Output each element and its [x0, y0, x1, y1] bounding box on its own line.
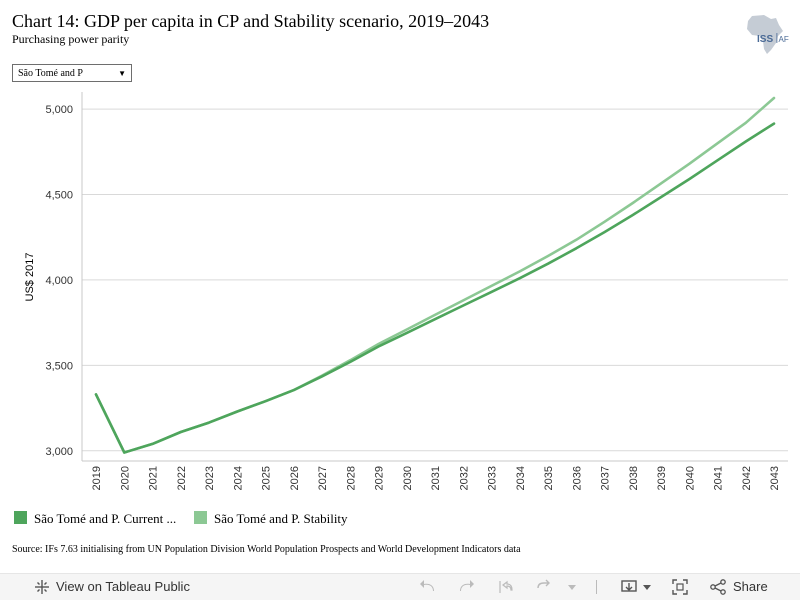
- legend-swatch-stability: [194, 511, 207, 524]
- legend-label-stability: São Tomé and P. Stability: [214, 511, 348, 526]
- iss-africa-logo: ISS AF: [747, 15, 789, 54]
- x-tick-label: 2029: [374, 466, 386, 490]
- chart-subtitle: Purchasing power parity: [12, 32, 130, 46]
- x-tick-label: 2020: [119, 466, 131, 490]
- x-tick-label: 2034: [515, 466, 527, 490]
- y-axis-label: US$ 2017: [24, 252, 36, 302]
- refresh-icon[interactable]: [536, 579, 552, 595]
- fullscreen-icon[interactable]: [672, 579, 688, 595]
- source-note: Source: IFs 7.63 initialising from UN Po…: [12, 544, 521, 555]
- x-tick-label: 2027: [317, 466, 329, 490]
- y-tick-label: 5,000: [45, 104, 73, 116]
- chevron-down-icon[interactable]: [639, 579, 655, 595]
- x-tick-label: 2039: [656, 466, 668, 490]
- undo-icon[interactable]: [420, 579, 436, 595]
- x-tick-labels: 2019 2020 2021 2022 2023 2024 2025 2026 2027 2028…: [91, 466, 781, 490]
- x-tick-label: 2033: [487, 466, 499, 490]
- logo-text: ISS: [757, 34, 773, 45]
- chart-title: Chart 14: GDP per capita in CP and Stabi…: [12, 11, 490, 31]
- x-tick-label: 2024: [232, 466, 244, 490]
- x-tick-label: 2042: [741, 466, 753, 490]
- y-tick-label: 4,500: [45, 190, 73, 202]
- series-line-current-path[interactable]: [94, 122, 776, 454]
- chevron-down-icon: ▼: [118, 69, 126, 78]
- x-tick-label: 2023: [204, 466, 216, 490]
- download-icon[interactable]: [621, 579, 637, 595]
- series-line-stability[interactable]: [94, 96, 776, 454]
- legend-label-current-path: São Tomé and P. Current ...: [34, 511, 177, 526]
- tableau-toolbar: View on Tableau Public Share: [0, 573, 800, 600]
- toolbar-divider: [596, 580, 597, 594]
- redo-icon[interactable]: [458, 579, 474, 595]
- share-button[interactable]: Share: [710, 574, 768, 600]
- x-tick-label: 2025: [261, 466, 273, 490]
- x-tick-label: 2036: [571, 466, 583, 490]
- x-tick-label: 2031: [430, 466, 442, 490]
- x-tick-label: 2021: [148, 466, 160, 490]
- country-filter-dropdown[interactable]: São Tomé and P ▼: [12, 64, 132, 82]
- x-tick-label: 2038: [628, 466, 640, 490]
- x-tick-label: 2022: [176, 466, 188, 490]
- country-filter-value: São Tomé and P: [18, 68, 83, 79]
- x-tick-label: 2030: [402, 466, 414, 490]
- x-tick-label: 2028: [345, 466, 357, 490]
- y-tick-label: 3,500: [45, 360, 73, 372]
- chevron-down-icon[interactable]: [564, 579, 580, 595]
- y-tick-label: 4,000: [45, 275, 73, 287]
- x-tick-label: 2032: [458, 466, 470, 490]
- africa-map-icon: [747, 15, 783, 54]
- grid-lines: [82, 108, 788, 452]
- revert-icon[interactable]: [498, 579, 514, 595]
- x-tick-label: 2019: [91, 466, 103, 490]
- tableau-logo-icon: [35, 580, 49, 594]
- x-tick-label: 2035: [543, 466, 555, 490]
- view-on-tableau-button[interactable]: View on Tableau Public: [34, 574, 190, 600]
- x-tick-label: 2037: [600, 466, 612, 490]
- logo-divider: [776, 33, 778, 43]
- x-tick-label: 2041: [713, 466, 725, 490]
- logo-suffix: AF: [779, 35, 789, 44]
- y-tick-labels: 3,000 3,500 4,000 4,500 5,000: [45, 104, 73, 458]
- x-tick-label: 2026: [289, 466, 301, 490]
- series-lines: [94, 96, 776, 454]
- share-icon: [710, 579, 726, 595]
- legend-swatch-current-path: [14, 511, 27, 524]
- y-tick-label: 3,000: [45, 446, 73, 458]
- x-tick-label: 2040: [684, 466, 696, 490]
- view-on-tableau-label: View on Tableau Public: [56, 579, 190, 594]
- share-label: Share: [733, 579, 768, 594]
- x-tick-label: 2043: [769, 466, 781, 490]
